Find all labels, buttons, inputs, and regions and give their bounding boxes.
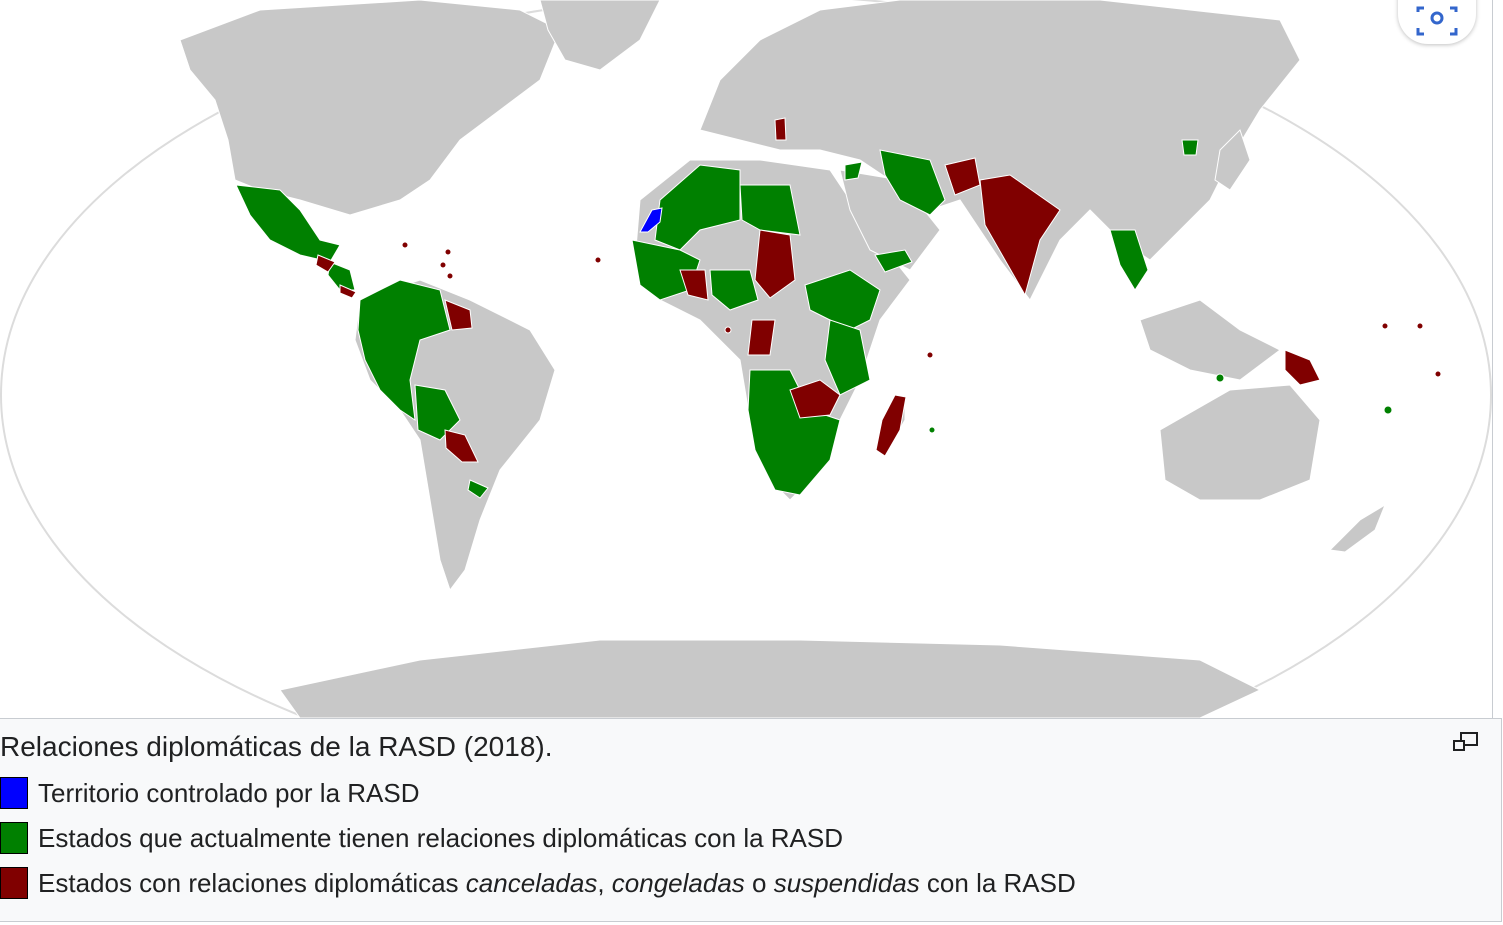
region-congo-area	[747, 319, 776, 356]
region-panama-area	[339, 284, 357, 299]
legend-cancelled-em-1: canceladas	[465, 867, 598, 898]
region-pacific-1	[1381, 322, 1389, 330]
region-paraguay	[444, 429, 479, 463]
region-northwest-south-america	[357, 279, 451, 422]
enlarge-button[interactable]	[1452, 731, 1480, 755]
legend-cancelled-sep-1: ,	[597, 867, 612, 898]
legend-label-active: Estados que actualmente tienen relacione…	[38, 822, 844, 853]
legend-cancelled-em-3: suspendidas	[773, 867, 920, 898]
legend-cancelled-part-1: Estados con relaciones diplomáticas	[38, 867, 466, 898]
figure-caption: Relaciones diplomáticas de la RASD (2018…	[0, 718, 1502, 922]
region-yemen	[874, 249, 913, 273]
region-pacific-2	[1416, 322, 1424, 330]
land-new-zealand	[1328, 503, 1387, 553]
region-nigeria	[709, 269, 759, 311]
region-burkina-togo	[679, 269, 709, 301]
legend-swatch-controlled	[0, 777, 28, 809]
legend-label-controlled: Territorio controlado por la RASD	[38, 777, 420, 808]
land-japan	[1214, 129, 1251, 191]
active-relations-layer	[235, 139, 1393, 499]
legend-label-cancelled: Estados con relaciones diplomáticas canc…	[38, 868, 1076, 899]
region-seychelles	[926, 351, 934, 359]
region-north-africa	[654, 164, 741, 251]
enlarge-icon	[1453, 732, 1478, 751]
region-bolivia	[414, 384, 461, 441]
region-pacific-3	[1434, 370, 1442, 378]
world-map[interactable]	[0, 0, 1493, 718]
region-kenya-tanzania	[824, 319, 871, 396]
legend-row-active: Estados que actualmente tienen relacione…	[0, 820, 843, 856]
region-syria	[844, 161, 863, 181]
region-serbia	[774, 117, 787, 141]
region-uruguay	[467, 479, 489, 499]
region-guatemala-area	[315, 254, 336, 273]
region-caribbean-1	[401, 241, 409, 249]
land-se-asia-islands	[1139, 299, 1281, 381]
region-mexico	[235, 184, 341, 263]
region-cape-verde	[594, 256, 602, 264]
region-sao-tome	[724, 326, 732, 334]
world-map-svg	[0, 0, 1492, 718]
region-libya	[739, 184, 801, 236]
region-iran	[879, 149, 946, 216]
region-rasd-territory	[639, 207, 663, 233]
legend-swatch-active	[0, 822, 28, 854]
region-guyana-suriname	[444, 299, 473, 331]
image-search-icon	[1416, 6, 1458, 36]
region-east-timor	[1215, 373, 1225, 383]
land-greenland	[539, 0, 661, 71]
region-north-korea	[1181, 139, 1199, 156]
region-caribbean-3	[439, 261, 447, 269]
image-search-button[interactable]	[1398, 0, 1476, 44]
region-afghanistan	[944, 157, 981, 196]
legend-cancelled-sep-2: o	[744, 867, 774, 898]
land-north-america	[179, 0, 561, 216]
cancelled-relations-layer	[315, 117, 1442, 463]
legend-swatch-cancelled	[0, 867, 28, 899]
legend-row-controlled: Territorio controlado por la RASD	[0, 775, 420, 811]
region-mauritius	[928, 426, 936, 434]
region-caribbean-2	[444, 248, 452, 256]
region-vanuatu	[1383, 405, 1393, 415]
land-antarctica	[279, 639, 1262, 718]
legend-cancelled-part-2: con la RASD	[919, 867, 1076, 898]
region-india	[979, 174, 1061, 297]
region-chad	[754, 229, 796, 299]
region-caribbean-4	[446, 272, 454, 280]
region-vietnam-laos	[1109, 229, 1149, 291]
legend-cancelled-em-2: congeladas	[611, 867, 745, 898]
region-east-africa	[804, 269, 881, 331]
legend-row-cancelled: Estados con relaciones diplomáticas canc…	[0, 865, 1076, 901]
caption-title: Relaciones diplomáticas de la RASD (2018…	[0, 731, 553, 762]
region-madagascar	[875, 394, 907, 457]
region-papua-new-guinea	[1284, 349, 1321, 386]
land-layer	[179, 0, 1387, 718]
land-australia	[1159, 384, 1321, 501]
region-zambia-malawi	[789, 379, 841, 419]
